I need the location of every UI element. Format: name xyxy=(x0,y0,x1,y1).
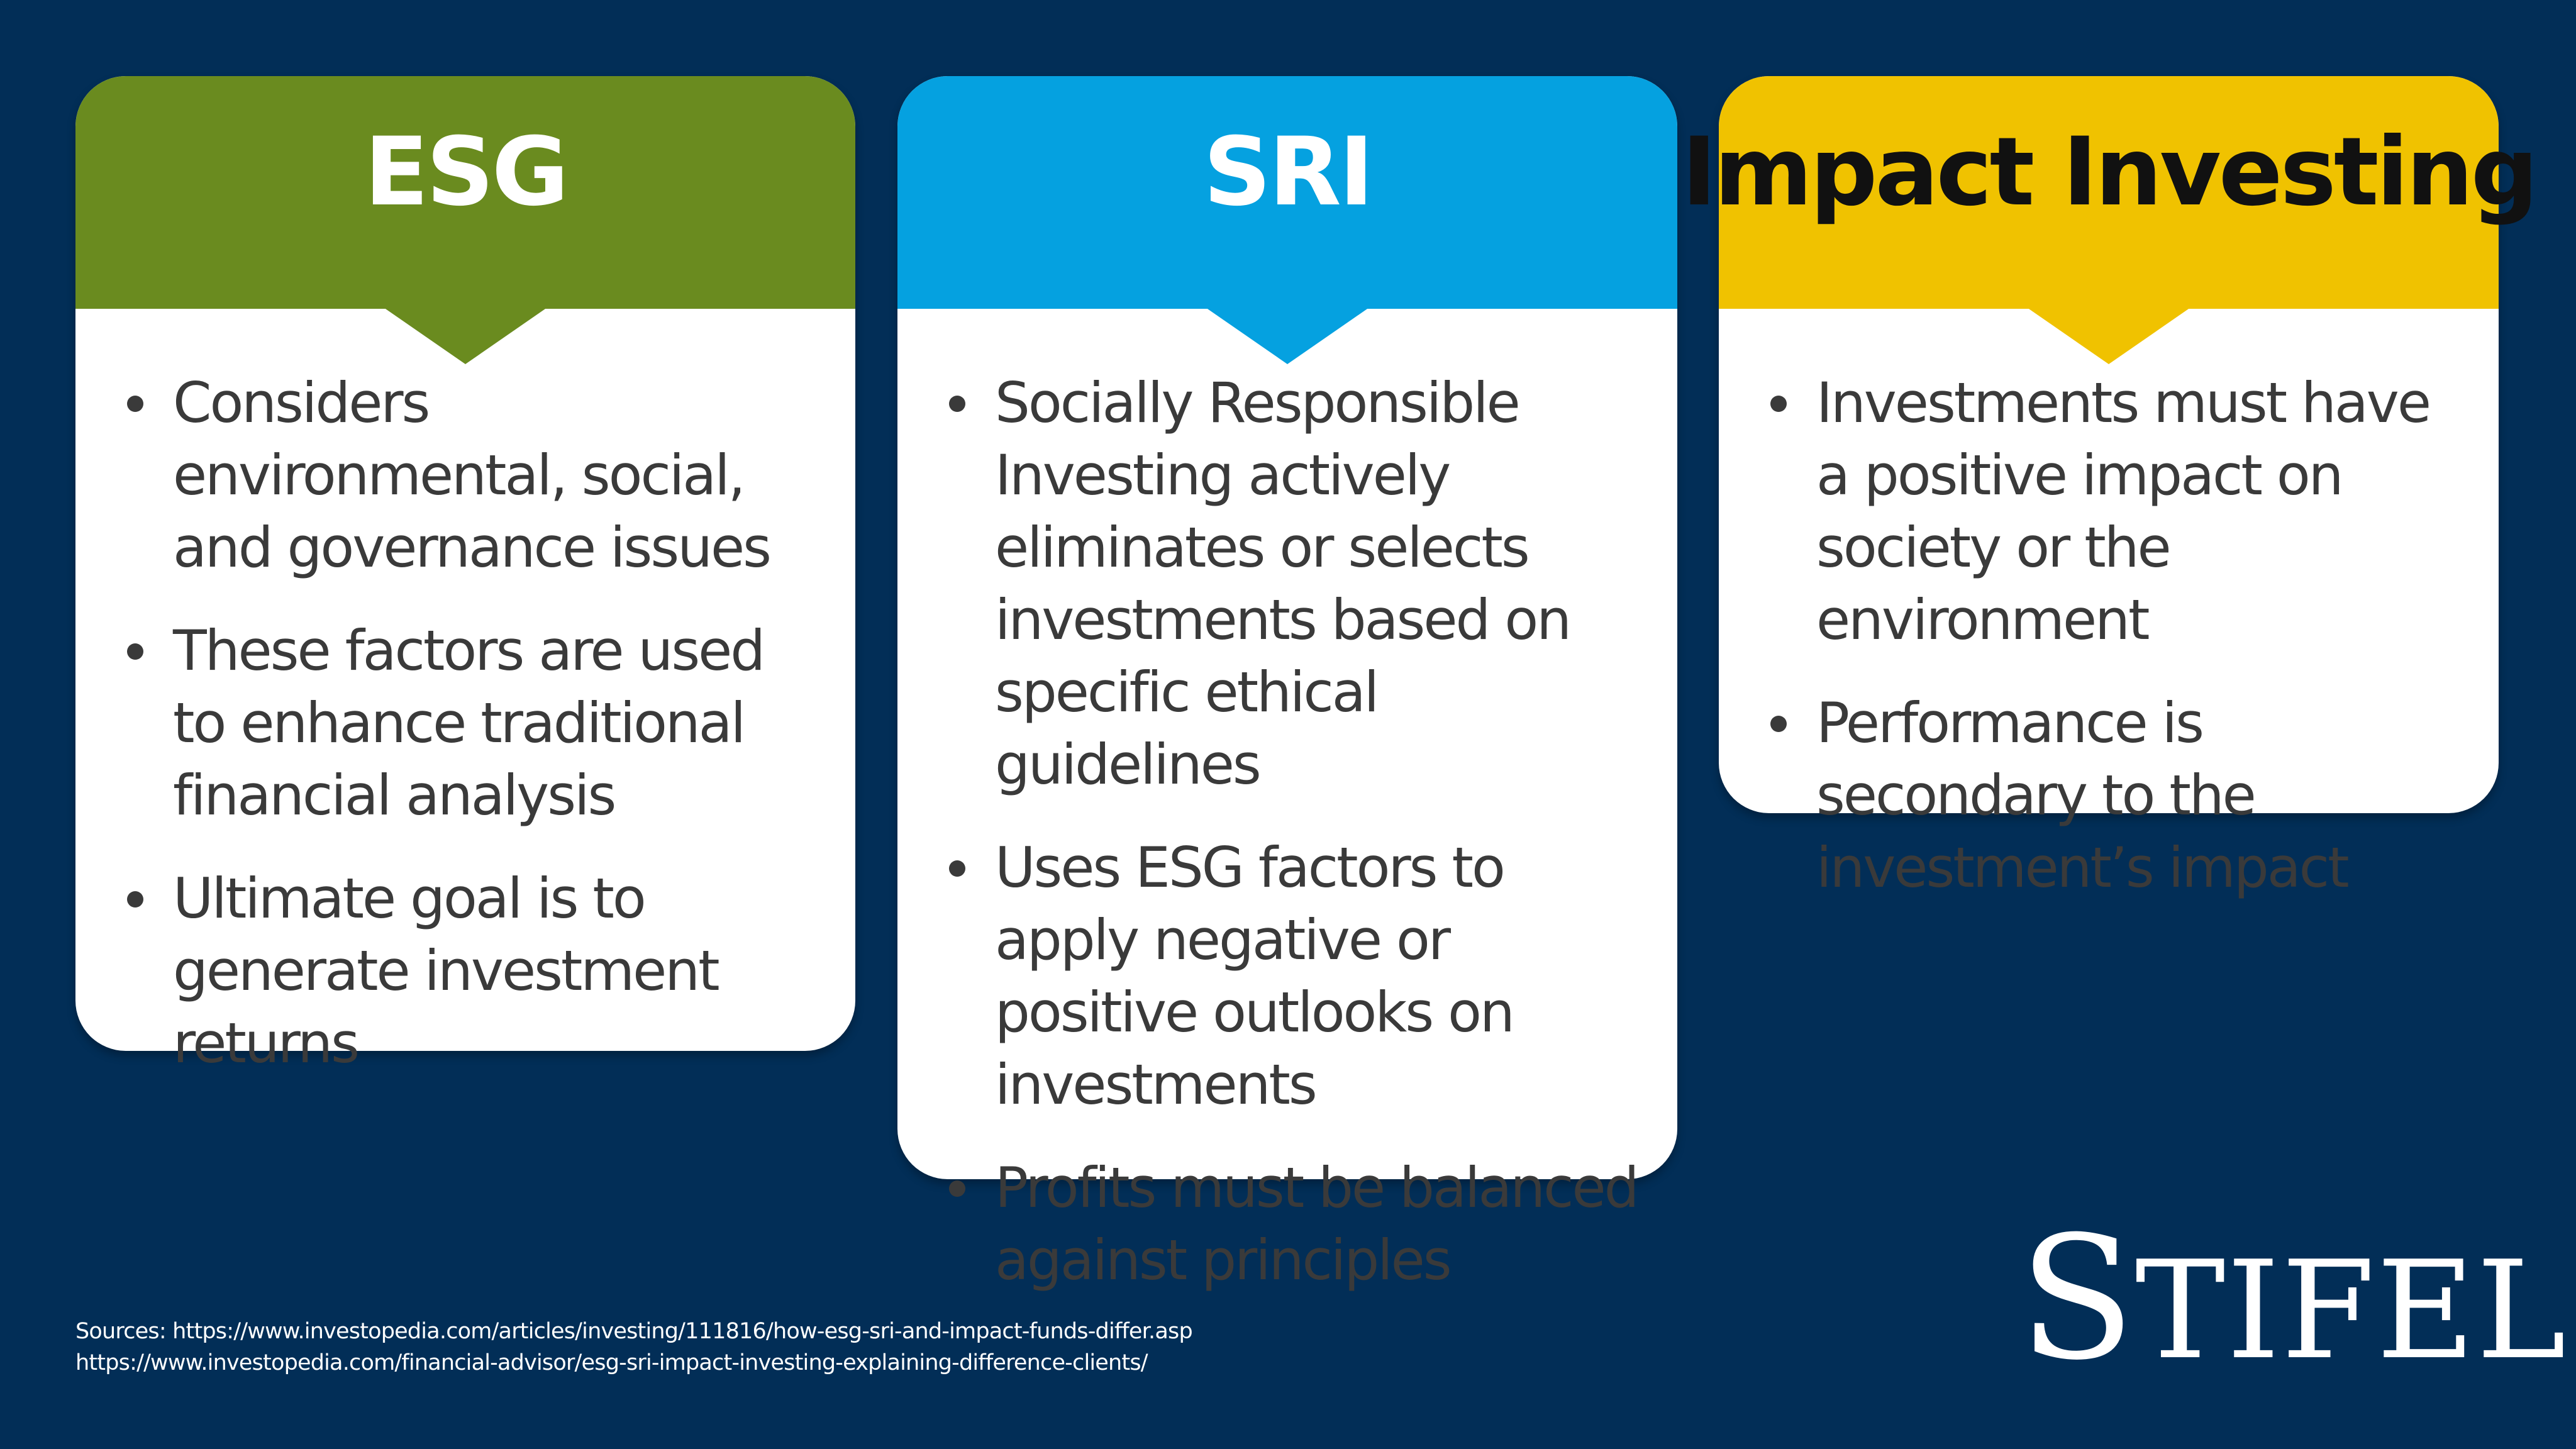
esg-card-title: ESG xyxy=(364,118,569,227)
sri-bullet-2: Uses ESG factors to apply negative or po… xyxy=(897,831,1640,1121)
impact-investing-card: Impact Investing Investments must have a… xyxy=(1682,76,2538,900)
impact-investing-card-body: Investments must have a positive impact … xyxy=(1719,309,2499,904)
esg-bullet-3: Ultimate goal is to generate investment … xyxy=(75,862,818,1079)
source-line-2: https://www.investopedia.com/financial-a… xyxy=(75,1350,1148,1375)
source-line-1: Sources: https://www.investopedia.com/ar… xyxy=(75,1319,1193,1344)
stifel-logo: STIFEL xyxy=(2019,1214,2567,1384)
stifel-logo-initial: S xyxy=(2019,1199,2135,1397)
impact-investing-bullet-2: Performance is secondary to the investme… xyxy=(1719,687,2461,904)
esg-bullet-1: Considers environmental, social, and gov… xyxy=(75,367,818,584)
impact-investing-bullet-1: Investments must have a positive impact … xyxy=(1719,367,2461,656)
impact-investing-card-header: Impact Investing xyxy=(1682,76,2538,309)
sri-card-title: SRI xyxy=(1203,118,1374,227)
impact-investing-card-title: Impact Investing xyxy=(1681,118,2538,227)
sri-card: SRI Socially Responsible Investing activ… xyxy=(897,76,1677,1292)
esg-card: ESG Considers environmental, social, and… xyxy=(75,76,855,1075)
sri-card-body: Socially Responsible Investing actively … xyxy=(897,309,1677,1296)
esg-bullet-2: These factors are used to enhance tradit… xyxy=(75,614,818,831)
esg-card-header: ESG xyxy=(75,76,855,309)
sri-bullet-3: Profits must be balanced against princip… xyxy=(897,1152,1640,1296)
stifel-logo-rest: TIFEL xyxy=(2135,1231,2568,1389)
sri-card-header: SRI xyxy=(897,76,1677,309)
impact-investing-bullet-list: Investments must have a positive impact … xyxy=(1719,367,2461,904)
sri-bullet-list: Socially Responsible Investing actively … xyxy=(897,367,1640,1296)
esg-bullet-list: Considers environmental, social, and gov… xyxy=(75,367,818,1079)
esg-card-body: Considers environmental, social, and gov… xyxy=(75,309,855,1079)
sources-footnote: Sources: https://www.investopedia.com/ar… xyxy=(75,1316,1193,1379)
sri-bullet-1: Socially Responsible Investing actively … xyxy=(897,367,1640,801)
